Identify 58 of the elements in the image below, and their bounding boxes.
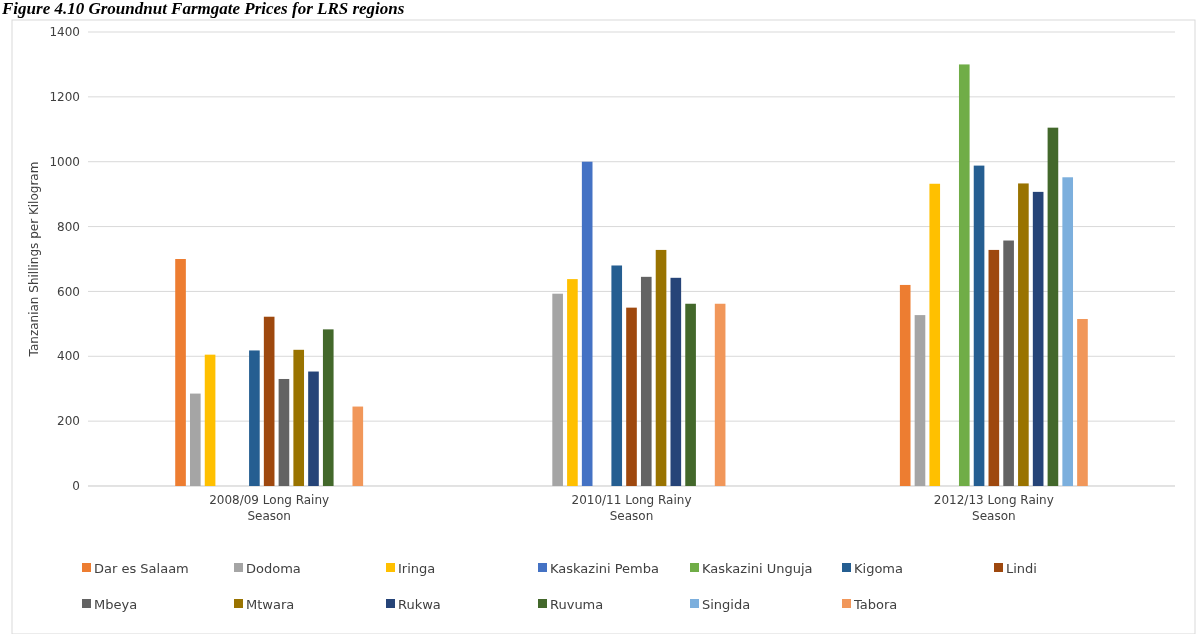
- bar: [308, 371, 319, 486]
- legend-label: Mtwara: [246, 596, 295, 612]
- bar: [611, 265, 623, 486]
- legend-label: Kigoma: [854, 560, 903, 576]
- bar: [914, 315, 926, 486]
- x-tick-label: 2012/13 Long Rainy Season: [933, 493, 1054, 523]
- legend-label: Dodoma: [246, 560, 301, 576]
- chart-title: Figure 4.10 Groundnut Farmgate Prices for LRS regions: [1, 0, 405, 18]
- legend-label: Iringa: [398, 560, 436, 576]
- bar: [1003, 240, 1014, 486]
- y-tick-label: 200: [57, 414, 80, 429]
- bar: [552, 293, 563, 486]
- legend-label: Singida: [702, 596, 751, 612]
- bar: [958, 64, 970, 486]
- bar: [1047, 127, 1059, 486]
- legend-label: Mbeya: [94, 596, 138, 612]
- x-tick-label: 2008/09 Long Rainy Season: [209, 493, 330, 523]
- bar: [1077, 318, 1088, 486]
- y-tick-label: 0: [72, 479, 80, 494]
- bar: [352, 406, 364, 486]
- legend-label: Kaskazini Unguja: [702, 560, 813, 576]
- y-tick-label: 1200: [49, 90, 80, 105]
- bar: [1062, 177, 1074, 486]
- bar: [1018, 183, 1029, 486]
- bar: [278, 378, 290, 486]
- bar: [973, 165, 985, 486]
- bar: [685, 303, 696, 486]
- y-tick-label: 600: [57, 284, 80, 299]
- bar: [249, 350, 260, 486]
- bar: [189, 393, 201, 486]
- legend-label: Tabora: [853, 596, 898, 612]
- bar: [655, 249, 667, 486]
- y-tick-label: 1400: [49, 25, 80, 40]
- bar: [670, 277, 682, 486]
- bar: [929, 183, 941, 486]
- bar: [567, 279, 578, 486]
- legend-label: Ruvuma: [550, 596, 604, 612]
- y-tick-label: 400: [57, 349, 80, 364]
- legend-label: Kaskazini Pemba: [550, 560, 659, 576]
- legend-label: Lindi: [1006, 560, 1037, 576]
- y-axis-title: Tanzanian Shillings per Kilogram: [27, 161, 41, 358]
- x-tick-label: 2010/11 Long Rainy Season: [571, 493, 692, 523]
- bar: [322, 329, 334, 486]
- bar: [1032, 191, 1044, 486]
- bar: [899, 284, 911, 486]
- bar: [581, 161, 593, 486]
- bar: [626, 307, 637, 486]
- bar: [263, 316, 275, 486]
- bar: [293, 349, 305, 486]
- bar: [640, 276, 652, 486]
- legend-label: Rukwa: [398, 596, 441, 612]
- bar: [204, 354, 216, 486]
- y-tick-label: 800: [57, 219, 80, 234]
- legend-label: Dar es Salaam: [94, 560, 189, 576]
- bar: [988, 249, 1000, 486]
- y-tick-label: 1000: [49, 154, 80, 169]
- bar: [175, 259, 186, 486]
- bar: [714, 303, 726, 486]
